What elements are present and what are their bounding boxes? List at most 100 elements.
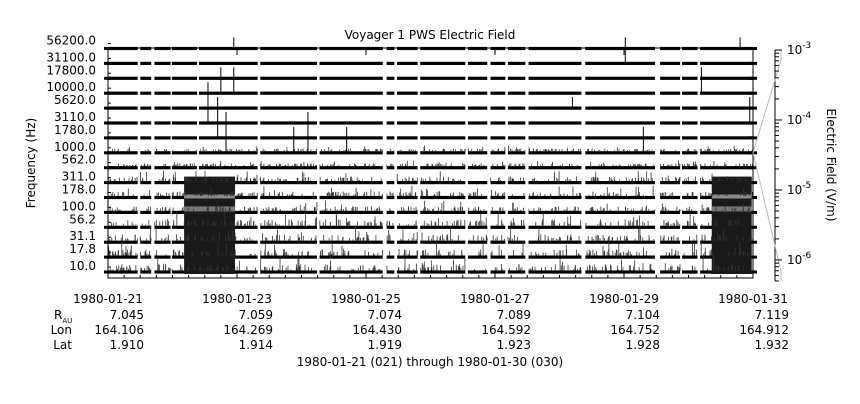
band-segment-311_0	[260, 181, 317, 185]
x-tick-label: 1980-01-29	[589, 292, 659, 306]
band-segment-10000_0	[154, 91, 171, 95]
band-segment-1000_0	[528, 151, 582, 155]
band-segment-31100_0	[420, 61, 466, 65]
band-segment-562_0	[585, 166, 655, 170]
band-segment-10000_0	[386, 91, 395, 95]
band-segment-1780_0	[682, 136, 698, 140]
band-segment-1000_0	[700, 151, 753, 155]
band-segment-5620_0	[420, 106, 466, 110]
band-segment-10_0	[154, 270, 171, 274]
band-segment-56_2	[528, 225, 582, 229]
band-segment-3110_0	[420, 121, 466, 125]
band-segment-31100_0	[528, 61, 582, 65]
band-segment-17800_0	[386, 76, 395, 80]
band-segment-5620_0	[319, 106, 383, 110]
ephemeris-value: 7.059	[239, 308, 273, 322]
band-segment-31100_0	[507, 61, 526, 65]
band-segment-31100_0	[154, 61, 171, 65]
ephemeris-value: 164.430	[352, 323, 402, 337]
band-segment-3110_0	[140, 121, 152, 125]
ephemeris-value: 164.592	[481, 323, 531, 337]
band-segment-31100_0	[396, 61, 418, 65]
band-segment-1000_0	[682, 151, 698, 155]
band-segment-1000_0	[319, 151, 383, 155]
y-tick-label: 56200.0	[46, 34, 96, 48]
band-segment-178_0	[154, 195, 171, 200]
band-segment-31100_0	[386, 61, 395, 65]
band-segment-5620_0	[154, 106, 171, 110]
band-segment-17800_0	[507, 76, 526, 80]
band-segment-1780_0	[140, 136, 152, 140]
band-segment-311_0	[490, 181, 506, 185]
y-tick-label: 311.0	[62, 170, 96, 184]
band-segment-178_0	[682, 195, 698, 200]
band-segment-17800_0	[198, 76, 258, 80]
band-segment-10000_0	[507, 91, 526, 95]
ephemeris-value: 1.910	[110, 338, 144, 352]
y-tick-label: 3110.0	[54, 110, 96, 124]
band-segment-3110_0	[490, 121, 506, 125]
band-segment-10_0	[682, 270, 698, 274]
band-segment-178_0	[140, 195, 152, 200]
band-segment-31_1	[319, 240, 383, 244]
ephemeris-row-label: RAU	[54, 308, 72, 325]
band-segment-17800_0	[660, 76, 681, 80]
band-segment-31_1	[420, 240, 466, 244]
band-segment-1000_0	[660, 151, 681, 155]
band-segment-31_1	[154, 240, 171, 244]
band-segment-1000_0	[260, 151, 317, 155]
band-segment-10000_0	[396, 91, 418, 95]
band-segment-178_0	[108, 195, 138, 200]
colorbar-label: Electric Field (V/m)	[824, 108, 838, 221]
band-segment-100_0	[660, 210, 681, 214]
band-segment-17_8	[490, 255, 506, 259]
band-segment-178_0	[490, 195, 506, 200]
band-segment-31100_0	[490, 61, 506, 65]
band-segment-562_0	[386, 166, 395, 170]
band-segment-1000_0	[154, 151, 171, 155]
band-segment-1780_0	[198, 136, 258, 140]
colorbar-tick-label: 10-6	[787, 251, 812, 267]
band-segment-31_1	[507, 240, 526, 244]
band-segment-10_0	[585, 270, 655, 274]
ephemeris-value: 7.045	[110, 308, 144, 322]
band-segment-1000_0	[386, 151, 395, 155]
band-segment-5620_0	[660, 106, 681, 110]
y-tick-label: 562.0	[62, 153, 96, 167]
band-segment-311_0	[386, 181, 395, 185]
band-segment-10_0	[507, 270, 526, 274]
band-segment-311_0	[660, 181, 681, 185]
band-segment-562_0	[700, 166, 753, 170]
band-segment-31100_0	[682, 61, 698, 65]
x-tick-label: 1980-01-21	[73, 292, 143, 306]
band-segment-178_0	[585, 195, 655, 200]
band-segment-5620_0	[171, 106, 198, 110]
band-segment-31_1	[660, 240, 681, 244]
band-segment-1000_0	[507, 151, 526, 155]
band-segment-31_1	[490, 240, 506, 244]
band-segment-17_8	[386, 255, 395, 259]
band-segment-3110_0	[528, 121, 582, 125]
band-segment-10000_0	[467, 91, 488, 95]
band-segment-311_0	[507, 181, 526, 185]
band-segment-31100_0	[467, 61, 488, 65]
band-segment-31100_0	[660, 61, 681, 65]
x-tick-label: 1980-01-27	[460, 292, 530, 306]
band-segment-1000_0	[490, 151, 506, 155]
enhanced-emission-block	[711, 176, 752, 274]
band-segment-31100_0	[700, 61, 753, 65]
band-segment-562_0	[108, 166, 138, 170]
band-segment-17_8	[420, 255, 466, 259]
band-segment-3110_0	[700, 121, 753, 125]
band-segment-10_0	[490, 270, 506, 274]
band-segment-17800_0	[154, 76, 171, 80]
band-segment-178_0	[319, 195, 383, 200]
colorbar-tick-label: 10-4	[787, 111, 812, 127]
band-segment-100_0	[108, 210, 138, 214]
band-segment-562_0	[171, 166, 198, 170]
band-segment-17800_0	[140, 76, 152, 80]
band-segment-17_8	[108, 255, 138, 259]
band-segment-31100_0	[140, 61, 152, 65]
ephemeris-value: 164.912	[739, 323, 789, 337]
band-segment-3110_0	[467, 121, 488, 125]
